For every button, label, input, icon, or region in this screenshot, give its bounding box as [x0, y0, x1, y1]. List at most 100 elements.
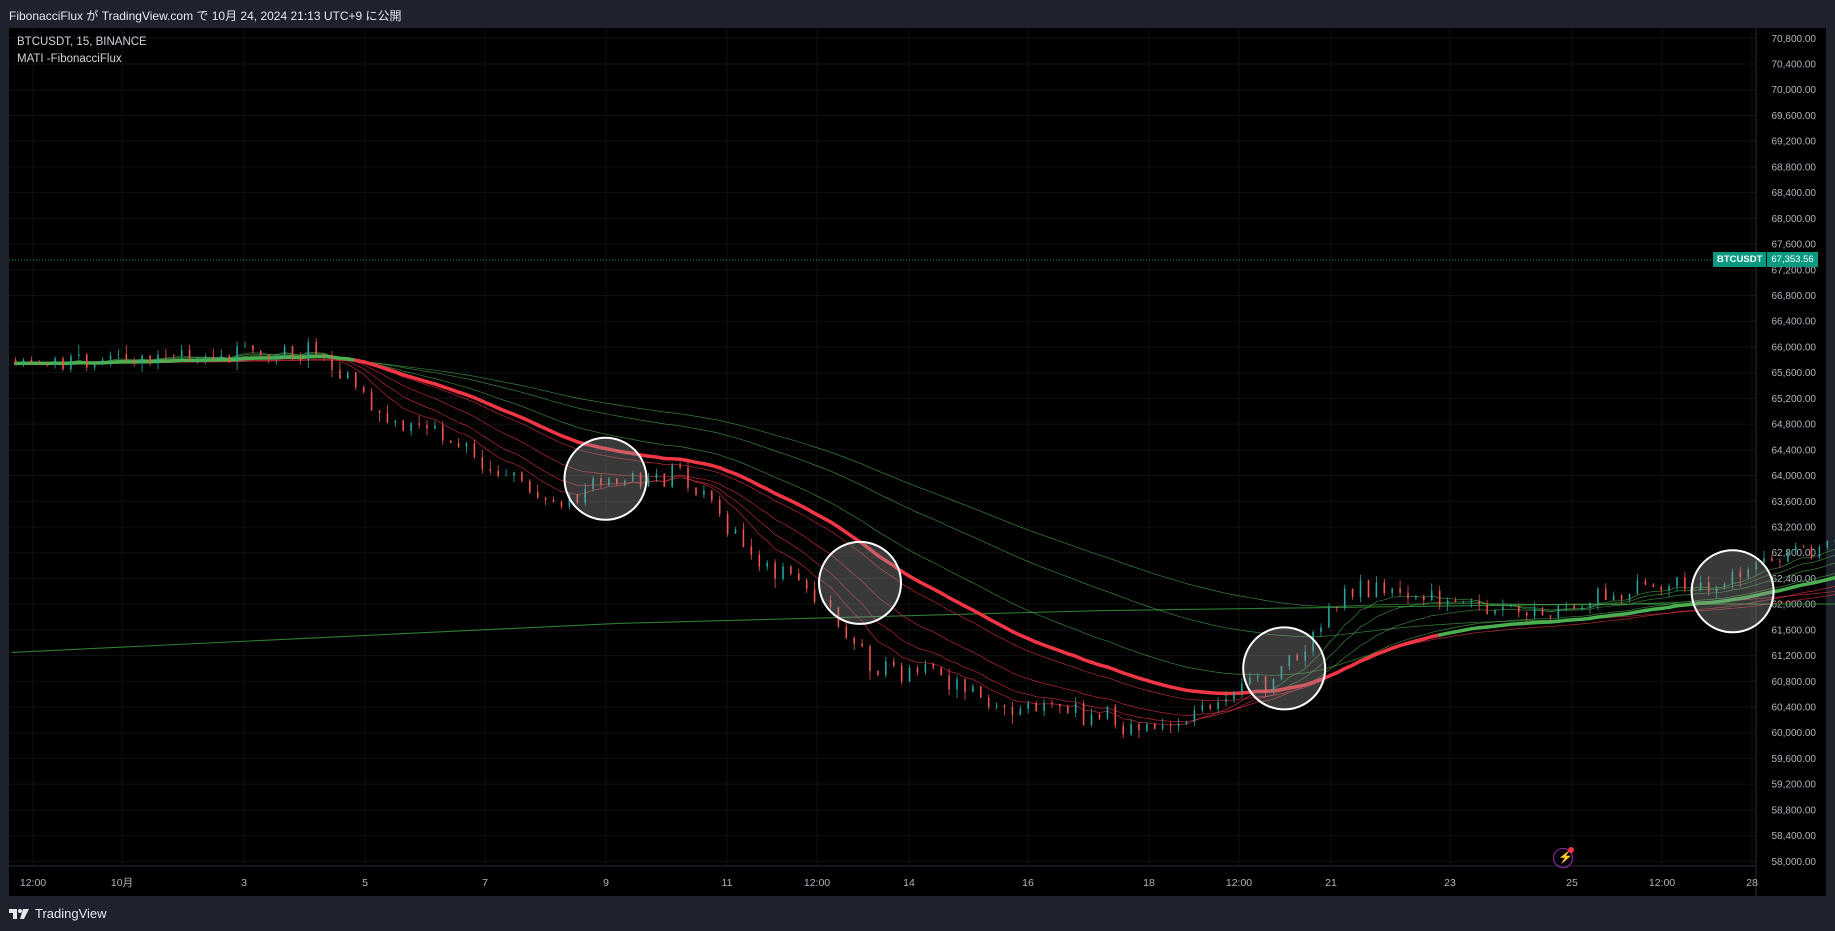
ribbon-ma-line [1756, 597, 1765, 600]
ribbon-ma-line [1676, 610, 1685, 613]
ribbon-ma-line [1779, 575, 1788, 580]
ribbon-ma-line [1075, 690, 1084, 695]
ribbon-ma-line [450, 427, 459, 433]
ribbon-ma-line [482, 405, 491, 411]
ribbon-ma-line [379, 379, 388, 387]
ribbon-ma-line [664, 479, 673, 483]
ribbon-ma-line [474, 389, 483, 393]
ribbon-ma-line [1257, 674, 1266, 676]
ribbon-ma-line [1225, 627, 1235, 630]
ribbon-ma-line [537, 388, 546, 392]
ribbon-ma-line [1028, 610, 1037, 615]
ribbon-ma-line [616, 457, 625, 460]
ribbon-ma-line [1653, 613, 1662, 616]
ribbon-ma-line [759, 470, 768, 475]
ribbon-ma-line [1471, 609, 1480, 611]
ribbon-ma-line [244, 353, 253, 356]
ribbon-ma-line [1645, 605, 1654, 608]
ribbon-ma-line [616, 415, 625, 418]
ribbon-ma-line [909, 588, 918, 594]
legend-symbol[interactable]: BTCUSDT, 15, BINANCE [17, 36, 147, 48]
ribbon-ma-line [276, 352, 285, 355]
ribbon-ma-line [569, 396, 578, 399]
ribbon-ma-line [1589, 621, 1598, 624]
ribbon-ma-line [411, 372, 420, 376]
ribbon-ma-line [585, 429, 594, 432]
ribbon-ma-line [1431, 624, 1440, 626]
ribbon-ma-line [830, 470, 839, 475]
ribbon-ma-line [719, 454, 728, 459]
ribbon-ma-line [569, 492, 578, 496]
legend-indicator[interactable]: MATI -FibonacciFlux [17, 53, 122, 65]
ribbon-ma-line [632, 474, 641, 477]
ribbon-ma-line [1661, 589, 1670, 592]
ribbon-ma-line [411, 366, 420, 369]
chart-frame[interactable] [9, 28, 1826, 896]
ribbon-ma-line [553, 438, 562, 444]
ribbon-ma-line [1138, 652, 1148, 656]
ribbon-ma-line [490, 425, 499, 431]
ribbon-ma-line [1123, 597, 1132, 601]
ribbon-ma-line [1779, 584, 1788, 588]
ribbon-ma-line [418, 403, 428, 408]
ribbon-ma-line [585, 399, 594, 402]
ribbon-ma-line [173, 355, 182, 358]
ribbon-ma-line [276, 353, 285, 356]
ribbon-ma-line [300, 352, 309, 356]
ribbon-ma-line [838, 536, 847, 543]
ribbon-ma-line [1265, 600, 1274, 603]
ribbon-ma-line [640, 408, 649, 411]
ribbon-ma-line [1336, 640, 1345, 650]
ribbon-ma-line [458, 376, 467, 380]
ribbon-ma-line [1827, 562, 1835, 566]
ribbon-ma-line [956, 529, 966, 534]
price-tick-label: 58,400.00 [1772, 831, 1817, 842]
ribbon-ma-line [1550, 610, 1559, 612]
ribbon-ma-line [782, 453, 792, 457]
ribbon-ma-line [229, 356, 238, 359]
ribbon-ma-line [1123, 713, 1132, 716]
ribbon-ma-line [1043, 616, 1053, 621]
ribbon-ma-line [822, 467, 831, 472]
ribbon-ma-line [1795, 598, 1804, 601]
ribbon-ma-line [1305, 684, 1314, 688]
ribbon-ma-line [743, 483, 752, 488]
ribbon-ma-line [1613, 611, 1622, 613]
ribbon-ma-line [1186, 666, 1195, 669]
ribbon-ma-line [1067, 626, 1076, 630]
ribbon-ma-line [1423, 615, 1432, 619]
ribbon-ma-line [941, 655, 950, 662]
ribbon-ma-line [648, 480, 657, 483]
ribbon-ma-line [498, 413, 507, 418]
ribbon-ma-line [790, 483, 799, 488]
ribbon-ma-line [853, 613, 863, 622]
ribbon-ma-line [664, 423, 673, 426]
ribbon-ma-line [790, 527, 799, 534]
ribbon-ma-line [450, 418, 459, 423]
time-tick-label: 12:00 [20, 877, 46, 889]
ribbon-ma-line [553, 392, 562, 396]
ribbon-ma-line [1059, 540, 1068, 545]
ribbon-ma-line [925, 628, 934, 633]
ribbon-ma-line [482, 377, 491, 380]
price-tick-label: 66,800.00 [1772, 291, 1817, 302]
ribbon-ma-line [1075, 629, 1084, 634]
ribbon-ma-line [1819, 591, 1828, 594]
ribbon-ma-line [600, 454, 609, 457]
ribbon-ma-line [1241, 596, 1250, 599]
ribbon-ma-line [284, 353, 293, 355]
price-tick-label: 68,400.00 [1772, 188, 1817, 199]
ribbon-ma-line [1534, 609, 1543, 611]
ribbon-ma-line [695, 467, 704, 470]
ribbon-ma-line [1059, 662, 1068, 666]
ribbon-ma-line [917, 512, 926, 517]
ribbon-ma-line [608, 485, 617, 487]
ribbon-ma-line [450, 375, 459, 378]
ribbon-ma-line [1241, 701, 1250, 707]
ribbon-ma-line [632, 481, 641, 484]
price-tick-label: 67,600.00 [1772, 240, 1817, 251]
ribbon-ma-line [474, 439, 483, 447]
ribbon-ma-line [157, 357, 166, 360]
ribbon-ma-line [687, 465, 697, 469]
